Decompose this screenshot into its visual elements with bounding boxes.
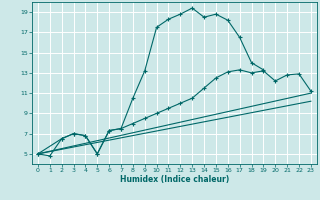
X-axis label: Humidex (Indice chaleur): Humidex (Indice chaleur) [120, 175, 229, 184]
